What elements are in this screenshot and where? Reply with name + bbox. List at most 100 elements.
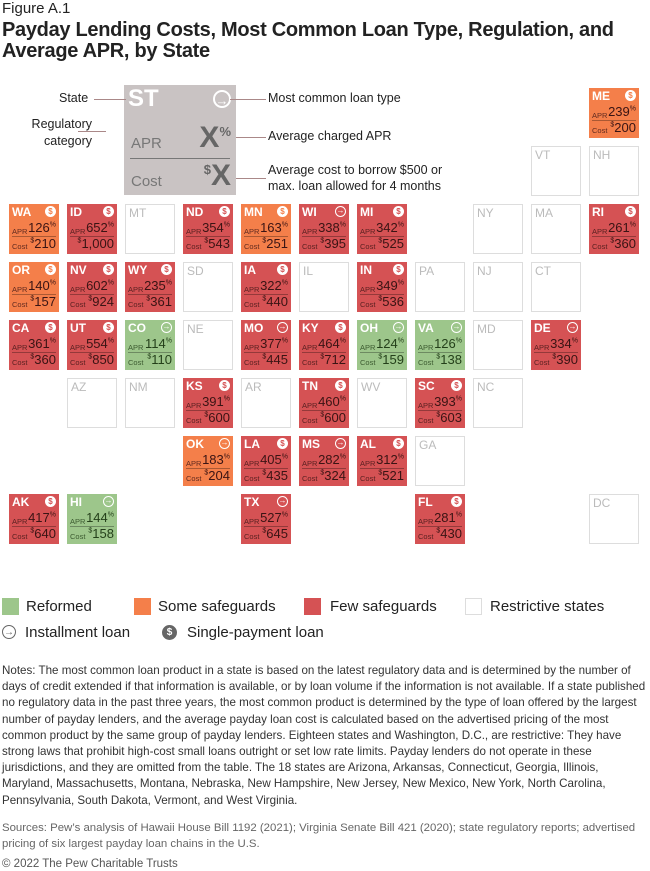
apr-label: APR xyxy=(128,285,144,294)
cost-value: $210 xyxy=(30,236,56,251)
cost-value: $200 xyxy=(610,120,636,135)
cost-label: Cost xyxy=(534,358,550,367)
dollar-sign: $ xyxy=(610,237,615,245)
percent-sign: % xyxy=(339,221,346,229)
percent-sign: % xyxy=(107,279,114,287)
percent-sign: % xyxy=(281,453,288,461)
dollar-icon: $ xyxy=(335,380,346,391)
state-tile-wi: WI → APR 338% Cost $395 xyxy=(299,204,349,254)
state-tile-ky: KY $ APR 464% Cost $712 xyxy=(299,320,349,370)
cost-value: $157 xyxy=(30,294,56,309)
dollar-sign: $ xyxy=(30,295,35,303)
state-code: AZ xyxy=(71,380,87,394)
dollar-sign: $ xyxy=(552,353,557,361)
sources: Sources: Pew’s analysis of Hawaii House … xyxy=(2,822,636,850)
callout-line xyxy=(236,137,266,138)
cost-label: Cost xyxy=(186,474,202,483)
state-code: GA xyxy=(419,438,437,452)
cost-label: Cost xyxy=(12,300,28,309)
cost-label: Cost xyxy=(12,532,28,541)
cost-label: Cost xyxy=(244,300,260,309)
dollar-sign: $ xyxy=(262,527,267,535)
apr-value: 527% xyxy=(260,510,288,525)
dollar-sign: $ xyxy=(147,353,152,361)
dollar-icon: $ xyxy=(45,206,56,217)
dollar-sign: $ xyxy=(30,237,35,245)
installment-icon: → xyxy=(277,496,288,507)
state-code: NH xyxy=(593,148,611,162)
dollar-icon: $ xyxy=(335,322,346,333)
state-code: CO xyxy=(128,321,146,335)
divider xyxy=(12,526,56,527)
apr-label: APR xyxy=(12,285,28,294)
dollar-icon: $ xyxy=(103,322,114,333)
cost-label: Cost xyxy=(244,358,260,367)
state-code: OR xyxy=(12,263,30,277)
state-tile-ak: AK $ APR 417% Cost $640 xyxy=(9,494,59,544)
state-tile-ut: UT $ APR 554% Cost $850 xyxy=(67,320,117,370)
apr-value: 282% xyxy=(318,452,346,467)
apr-value: 349% xyxy=(376,278,404,293)
cost-value: $712 xyxy=(320,352,346,367)
state-tile-mi: MI $ APR 342% Cost $525 xyxy=(357,204,407,254)
percent-sign: % xyxy=(455,337,462,345)
state-code: TN xyxy=(302,379,318,393)
state-tile-al: AL $ APR 312% Cost $521 xyxy=(357,436,407,486)
cost-value: $361 xyxy=(146,294,172,309)
divider xyxy=(186,236,230,237)
callout-regulatory: Regulatory category xyxy=(31,117,92,148)
cost-label: Cost xyxy=(186,416,202,425)
dollar-sign: $ xyxy=(378,353,383,361)
state-tile-hi: HI → APR 144% Cost $158 xyxy=(67,494,117,544)
divider xyxy=(128,294,172,295)
percent-sign: % xyxy=(107,221,114,229)
legend-installment: Installment loan xyxy=(25,624,131,641)
cost-label: Cost xyxy=(302,416,318,425)
apr-label: APR xyxy=(70,343,86,352)
state-code: MT xyxy=(129,206,147,220)
percent-sign: % xyxy=(49,337,56,345)
apr-label: APR xyxy=(244,227,260,236)
state-code: KS xyxy=(186,379,203,393)
notes: Notes: The most common loan product in a… xyxy=(2,664,646,807)
callout-loan-type: Most common loan type xyxy=(268,91,401,105)
percent-sign: % xyxy=(281,221,288,229)
state-code: AR xyxy=(245,380,262,394)
percent-sign: % xyxy=(629,105,636,113)
divider xyxy=(70,294,114,295)
callout-line xyxy=(236,178,266,179)
state-code: NV xyxy=(70,263,87,277)
apr-value: 144% xyxy=(86,510,114,525)
cost-label: Cost xyxy=(360,474,376,483)
state-tile-mt: MT xyxy=(125,204,175,254)
apr-value: 464% xyxy=(318,336,346,351)
percent-sign: % xyxy=(571,337,578,345)
percent-sign: % xyxy=(107,511,114,519)
dollar-sign: $ xyxy=(262,295,267,303)
cost-value: $543 xyxy=(204,236,230,251)
state-code: TX xyxy=(244,495,260,509)
divider xyxy=(360,352,404,353)
divider xyxy=(70,236,114,237)
percent-sign: % xyxy=(397,453,404,461)
callout-line xyxy=(230,99,266,100)
dollar-icon: $ xyxy=(393,206,404,217)
divider xyxy=(12,352,56,353)
state-code: MN xyxy=(244,205,263,219)
figure-label: Figure A.1 xyxy=(2,0,71,17)
state-code: SC xyxy=(418,379,435,393)
state-tile-ia: IA $ APR 322% Cost $440 xyxy=(241,262,291,312)
state-code: PA xyxy=(419,264,435,278)
cost-label: Cost xyxy=(244,242,260,251)
apr-label: APR xyxy=(70,517,86,526)
state-code: FL xyxy=(418,495,433,509)
cost-value: $640 xyxy=(30,526,56,541)
divider xyxy=(12,294,56,295)
apr-label: APR xyxy=(418,343,434,352)
dollar-sign: $ xyxy=(378,295,383,303)
state-code: WA xyxy=(12,205,32,219)
dollar-icon: $ xyxy=(277,206,288,217)
divider xyxy=(244,236,288,237)
cost-value: $430 xyxy=(436,526,462,541)
dollar-sign: $ xyxy=(610,121,615,129)
